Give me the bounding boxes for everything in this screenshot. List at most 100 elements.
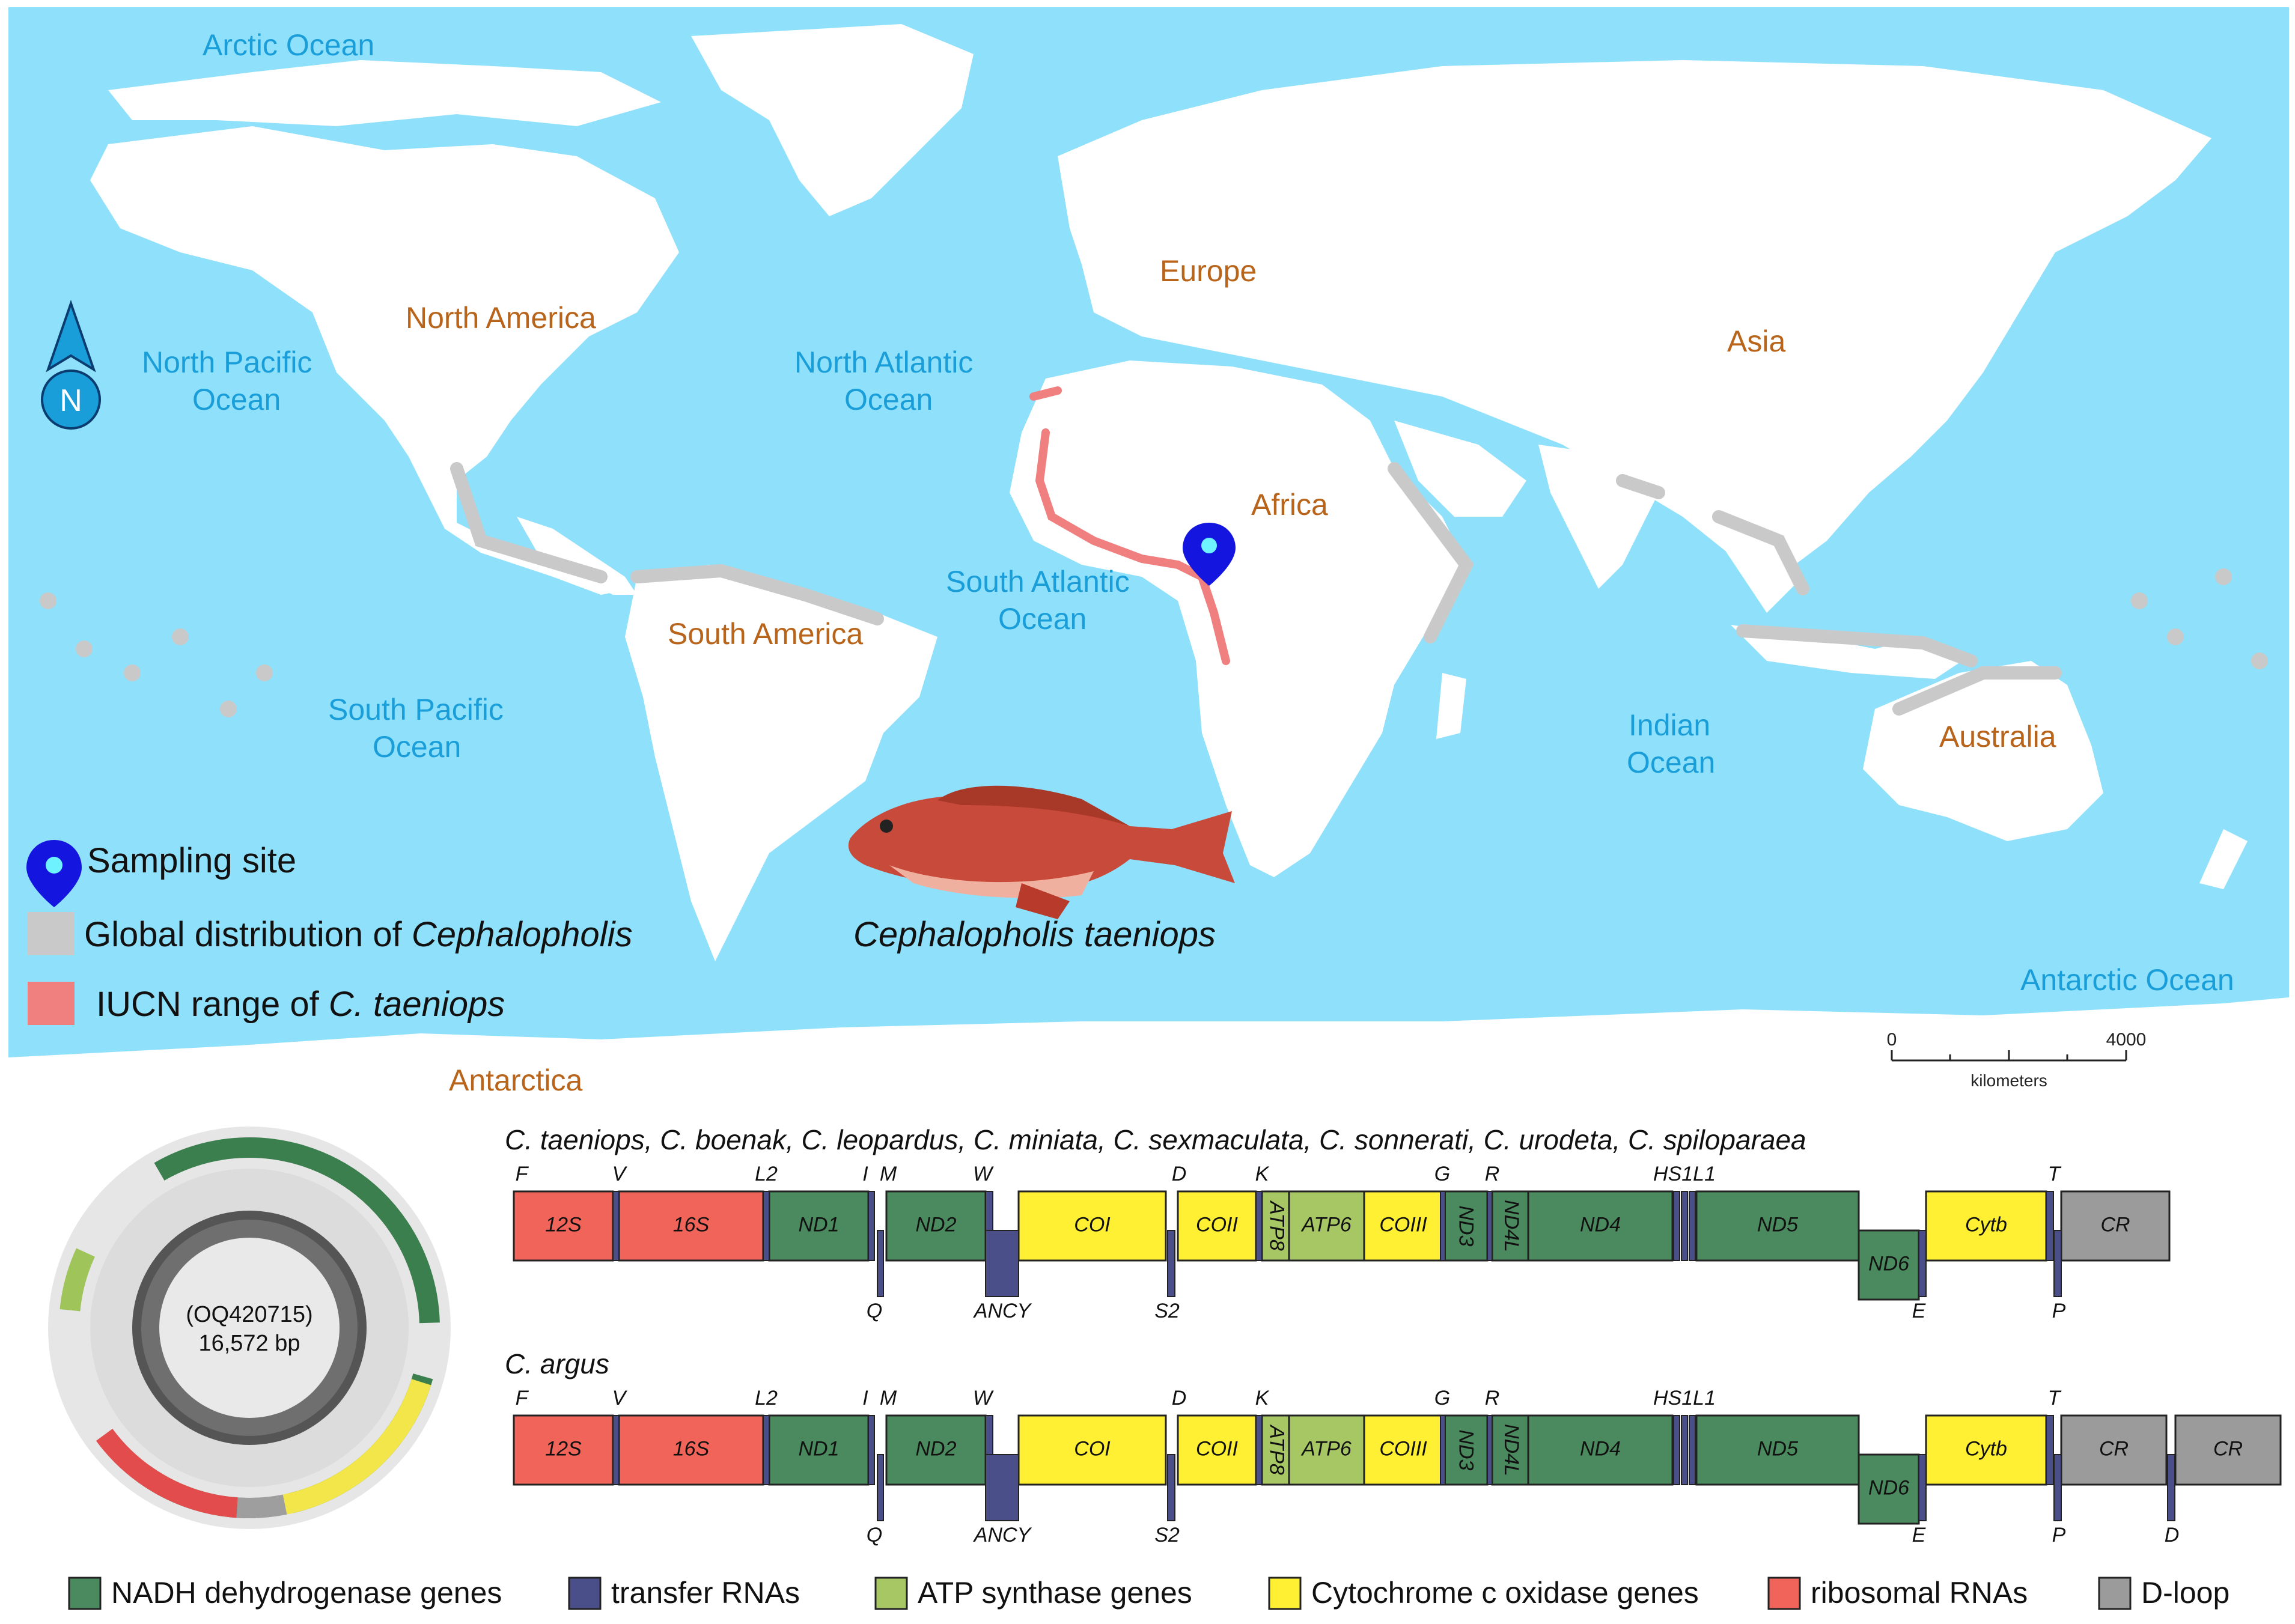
gene-label: ATP8 — [1266, 1200, 1288, 1251]
scale-bar: 0 4000 kilometers — [1887, 1030, 2147, 1090]
gene-label: ND4 — [1580, 1213, 1621, 1236]
trna-top-label: I — [862, 1387, 868, 1410]
trna-mark — [1255, 1415, 1263, 1485]
trna-top-label: T — [2048, 1387, 2062, 1410]
gene-block — [1858, 1229, 1920, 1301]
legend-swatch — [568, 1577, 602, 1610]
gene-label: COI — [1074, 1213, 1111, 1236]
scale-unit: kilometers — [1970, 1071, 2047, 1090]
island-dot — [2167, 628, 2184, 645]
island-dot — [76, 640, 93, 657]
sampling-pin — [1183, 523, 1236, 586]
gene-label: COIII — [1379, 1437, 1427, 1460]
ocean-label: Ocean — [1627, 746, 1715, 779]
gene-label: ND1 — [798, 1437, 839, 1460]
scale-max: 4000 — [2106, 1030, 2147, 1050]
species-label: C. argus — [505, 1348, 609, 1379]
trna-mark — [763, 1415, 770, 1485]
gene-label: 12S — [545, 1437, 582, 1460]
trna-mark — [1673, 1415, 1680, 1485]
trna-mark — [1673, 1191, 1680, 1261]
gene-label: ND5 — [1757, 1437, 1798, 1460]
trna-mark — [985, 1230, 1019, 1297]
trna-mark — [1681, 1415, 1688, 1485]
gene-block — [2174, 1414, 2282, 1486]
gene-label: COII — [1196, 1213, 1238, 1236]
trna-top-label: L2 — [755, 1387, 778, 1410]
gene-block — [1441, 1190, 1489, 1262]
trna-top-label: V — [612, 1387, 628, 1410]
ocean-label: Indian — [1629, 708, 1710, 742]
gene-label: Cytb — [1965, 1213, 2007, 1236]
trna-mark — [1681, 1191, 1688, 1261]
trna-mark — [2046, 1415, 2054, 1485]
trna-mark — [612, 1415, 620, 1485]
antarctica-land — [8, 997, 2289, 1109]
trna-mark — [1689, 1191, 1696, 1261]
trna-top-label: G — [1434, 1163, 1450, 1185]
madagascar-land — [1436, 673, 1466, 739]
gene-label: ND4L — [1500, 1200, 1523, 1252]
legend-swatch — [874, 1577, 908, 1610]
legend-label: transfer RNAs — [611, 1576, 800, 1610]
gene-label: 16S — [673, 1437, 710, 1460]
gene-label: ND6 — [1868, 1252, 1909, 1275]
gene-label: ND4 — [1580, 1437, 1621, 1460]
island-dot — [2215, 568, 2232, 585]
gene-label: Cytb — [1965, 1437, 2007, 1460]
trna-mark — [2053, 1454, 2062, 1521]
gene-block — [1695, 1190, 1860, 1262]
gene-block — [1363, 1190, 1443, 1262]
gene-block — [1017, 1190, 1167, 1262]
gene-block — [1527, 1190, 1674, 1262]
legend-swatch — [1268, 1577, 1302, 1610]
gene-label: 16S — [673, 1213, 710, 1236]
gene-block — [768, 1190, 870, 1262]
trna-bottom-label: S2 — [1154, 1300, 1180, 1322]
fish-illustration — [848, 785, 1235, 919]
south-america-land — [625, 565, 937, 961]
arctic-islands — [108, 60, 661, 126]
trna-mark — [612, 1191, 620, 1261]
trna-top-label: M — [880, 1387, 897, 1410]
trna-top-label: G — [1434, 1387, 1450, 1410]
gene-label: CR — [2099, 1437, 2129, 1460]
ocean-label: Ocean — [998, 602, 1087, 636]
trna-bottom-label: P — [2052, 1524, 2066, 1546]
gene-label: CR — [2100, 1213, 2130, 1236]
trna-top-label: F — [516, 1163, 529, 1185]
gene-block — [1261, 1190, 1290, 1262]
trna-mark — [1918, 1230, 1927, 1297]
species-label: C. taeniops, C. boenak, C. leopardus, C.… — [505, 1124, 1806, 1155]
trna-top-label: T — [2048, 1163, 2062, 1185]
trna-bottom-label: ANCY — [973, 1524, 1032, 1546]
legend-label: D-loop — [2141, 1576, 2229, 1610]
arabia-land — [1394, 421, 1526, 517]
genome-length-label: 16,572 bp — [198, 1331, 300, 1356]
fish-eye — [880, 820, 893, 833]
trna-mark — [877, 1454, 884, 1521]
gene-block — [513, 1190, 614, 1262]
trna-mark — [2053, 1230, 2062, 1297]
trna-bottom-label: ANCY — [973, 1300, 1032, 1322]
trna-bottom-label: D — [2165, 1524, 2180, 1546]
species-caption: Cephalopholis taeniops — [853, 915, 1216, 954]
legend-label: Cytochrome c oxidase genes — [1311, 1576, 1699, 1610]
gene-block — [1261, 1414, 1290, 1486]
legend-swatch — [2098, 1577, 2132, 1610]
gene-label: ATP6 — [1300, 1213, 1352, 1236]
ocean-label: Arctic Ocean — [203, 28, 374, 62]
trna-mark — [985, 1454, 1019, 1521]
gene-block — [2060, 1190, 2171, 1262]
iucn-range-canaries — [1029, 386, 1062, 401]
new-zealand-land — [2199, 829, 2248, 889]
island-dot — [2131, 592, 2148, 609]
gene-block — [513, 1414, 614, 1486]
ocean-label: South Pacific — [328, 693, 504, 726]
trna-mark — [2046, 1191, 2054, 1261]
island-dot — [172, 628, 189, 645]
trna-bottom-label: Q — [867, 1524, 882, 1546]
eurasia-land — [1058, 60, 2211, 577]
gene-label: ND1 — [798, 1213, 839, 1236]
gene-block — [1441, 1414, 1489, 1486]
